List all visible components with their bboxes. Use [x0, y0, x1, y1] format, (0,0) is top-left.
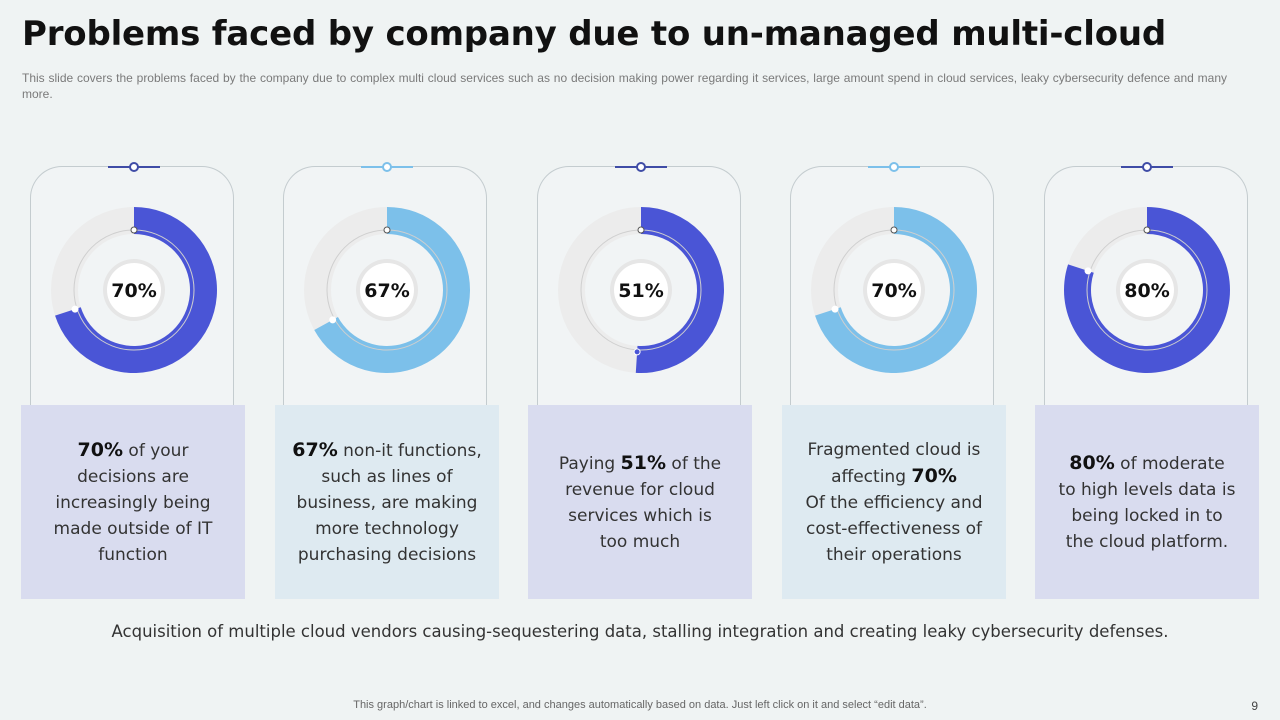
problem-text: 80% of moderate to high levels data is b… [1059, 450, 1236, 555]
donut-value-label: 51% [618, 280, 663, 302]
problem-percent: 51% [620, 451, 667, 474]
ring-start-marker [1143, 226, 1151, 234]
slide-subtitle: This slide covers the problems faced by … [22, 71, 1227, 101]
card-top-dot [129, 162, 139, 172]
donut-value-label: 70% [871, 280, 916, 302]
ring-end-marker [1084, 267, 1092, 275]
donut-chart-2: 67% [304, 207, 470, 373]
problem-text-body: non-it functions, such as lines of busin… [296, 440, 482, 565]
problem-text-body: of the revenue for cloud services which … [565, 453, 722, 552]
footer-note: This graph/chart is linked to excel, and… [353, 699, 927, 711]
problem-textbox-4: Fragmented cloud is affecting 70% Of the… [782, 405, 1006, 599]
center-disc [107, 263, 161, 317]
ring-start-marker [637, 226, 645, 234]
problem-textbox-3: Paying 51% of the revenue for cloud serv… [528, 405, 752, 599]
card-top-dot [382, 162, 392, 172]
ring-start-marker [130, 226, 138, 234]
ring-end-marker [831, 305, 839, 313]
donut-value-arc[interactable] [815, 207, 977, 373]
page-number: 9 [1251, 699, 1258, 713]
card-top-dot [636, 162, 646, 172]
problem-text: Fragmented cloud is affecting 70% Of the… [805, 437, 982, 568]
card-top-dot [889, 162, 899, 172]
problem-percent: 70% [911, 464, 957, 487]
problem-textbox-5: 80% of moderate to high levels data is b… [1035, 405, 1259, 599]
center-disc [360, 263, 414, 317]
ring-end-marker [633, 348, 641, 356]
ring-end-marker [329, 316, 337, 324]
center-disc [1120, 263, 1174, 317]
donut-value-label: 70% [111, 280, 156, 302]
problem-text: 70% of your decisions are increasingly b… [54, 437, 213, 568]
problem-text-lead: Fragmented cloud is affecting [807, 439, 981, 487]
problem-text-body: of moderate to high levels data is being… [1058, 453, 1236, 552]
donut-value-arc[interactable] [1063, 207, 1230, 373]
problem-percent: 80% [1069, 451, 1115, 474]
center-disc [614, 263, 668, 317]
donut-value-arc[interactable] [55, 207, 217, 373]
center-disc [867, 263, 921, 317]
ring-start-marker [890, 226, 898, 234]
slide-title: Problems faced by company due to un-mana… [22, 14, 1167, 54]
problem-text: Paying 51% of the revenue for cloud serv… [559, 450, 721, 555]
donut-chart-5: 80% [1063, 207, 1230, 373]
problem-percent: 70% [77, 438, 124, 461]
problem-text: 67% non-it functions, such as lines of b… [292, 437, 481, 568]
problem-textbox-2: 67% non-it functions, such as lines of b… [275, 405, 499, 599]
ring-end-marker [71, 305, 79, 313]
problem-text-lead: Paying [558, 453, 621, 474]
problem-text-body: of your decisions are increasingly being… [53, 440, 213, 565]
donut-value-arc[interactable] [314, 207, 470, 373]
problem-text-body: Of the efficiency and cost-effectiveness… [805, 492, 983, 565]
bottom-caption: Acquisition of multiple cloud vendors ca… [111, 622, 1169, 641]
donut-value-label: 67% [364, 280, 409, 302]
problem-percent: 67% [292, 438, 338, 461]
donut-value-arc[interactable] [635, 207, 725, 373]
donut-chart-1: 70% [51, 207, 217, 373]
problem-textbox-1: 70% of your decisions are increasingly b… [21, 405, 245, 599]
ring-start-marker [383, 226, 391, 234]
card-top-dot [1142, 162, 1152, 172]
donut-chart-4: 70% [811, 207, 977, 373]
donut-chart-3: 51% [558, 207, 725, 373]
donut-value-label: 80% [1124, 280, 1169, 302]
